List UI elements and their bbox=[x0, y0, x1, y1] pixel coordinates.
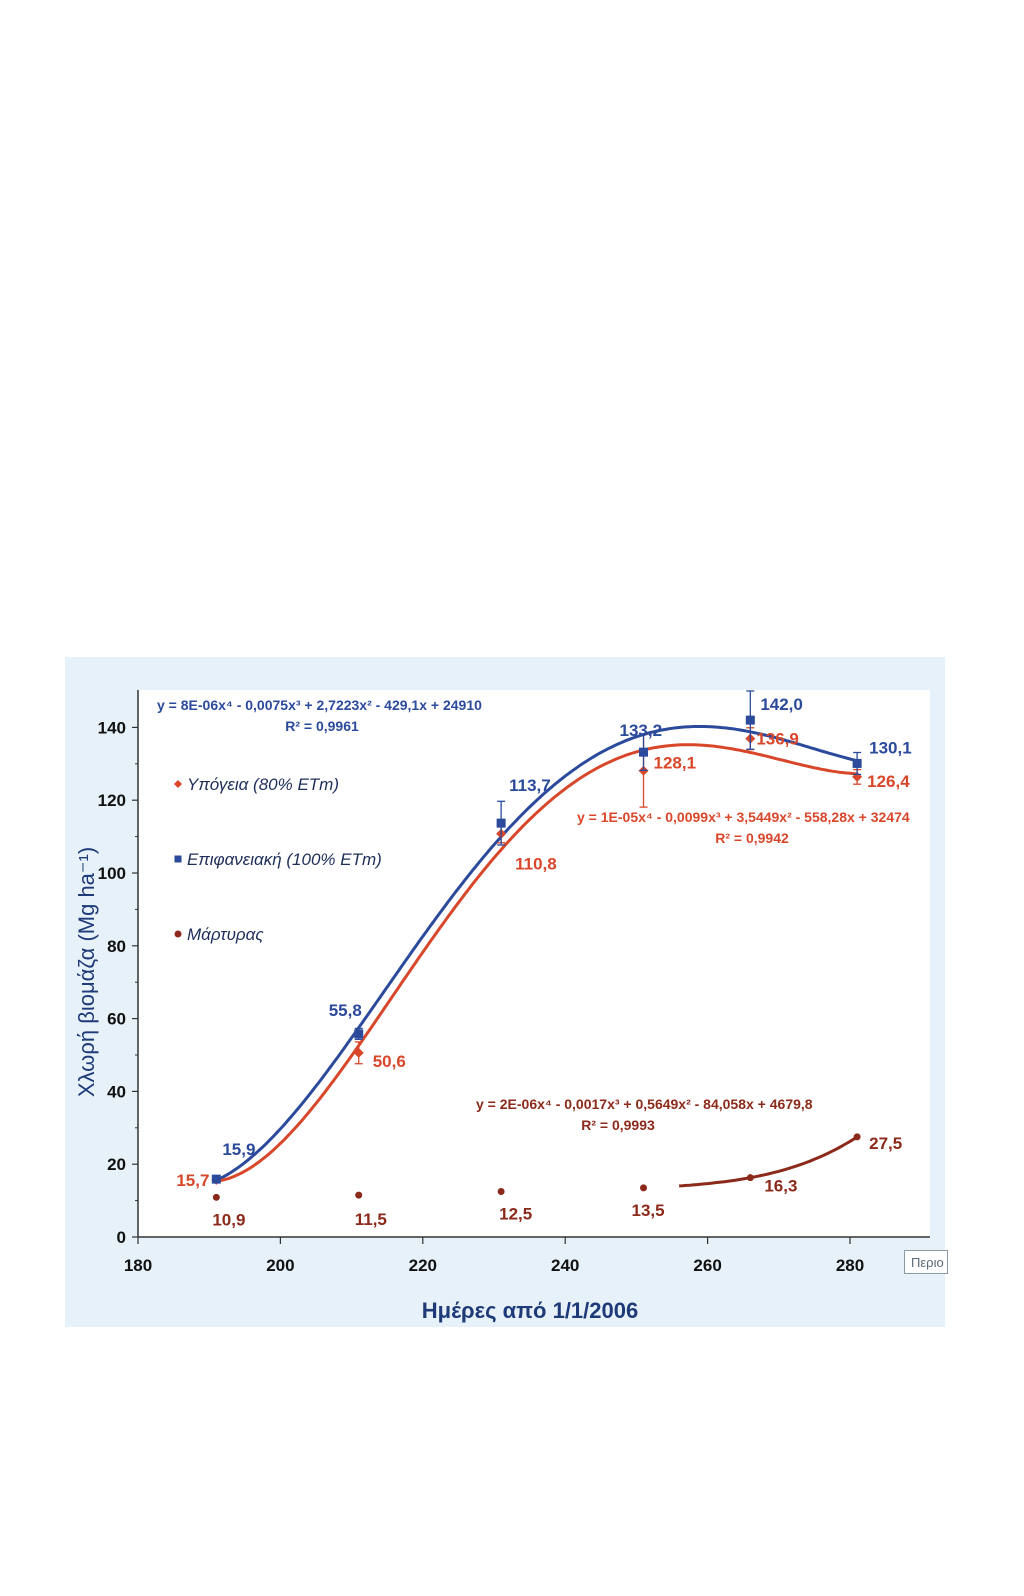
x-tick-label: 200 bbox=[266, 1256, 294, 1275]
y-axis-title: Χλωρή βιομάζα (Mg ha⁻¹) bbox=[74, 847, 99, 1097]
equation-surface: y = 8E-06x⁴ - 0,0075x³ + 2,7223x² - 429,… bbox=[157, 697, 482, 713]
value-label-subsurface: 50,6 bbox=[373, 1052, 406, 1071]
plot-area bbox=[138, 690, 930, 1237]
legend-marker-subsurface bbox=[174, 780, 182, 788]
x-axis-title: Ημέρες από 1/1/2006 bbox=[422, 1298, 638, 1323]
value-label-subsurface: 128,1 bbox=[654, 754, 697, 773]
data-point-control bbox=[497, 1188, 505, 1195]
value-label-subsurface: 126,4 bbox=[867, 772, 910, 791]
data-point-surface bbox=[496, 818, 506, 828]
value-label-surface: 15,9 bbox=[222, 1140, 255, 1159]
value-label-control: 27,5 bbox=[869, 1134, 902, 1153]
value-label-control: 13,5 bbox=[632, 1201, 665, 1220]
data-point-control bbox=[853, 1133, 861, 1141]
data-point-surface bbox=[354, 1029, 364, 1039]
value-label-surface: 142,0 bbox=[760, 695, 803, 714]
equation-subsurface: y = 1E-05x⁴ - 0,0099x³ + 3,5449x² - 558,… bbox=[577, 809, 910, 825]
equation-control: y = 2E-06x⁴ - 0,0017x³ + 0,5649x² - 84,0… bbox=[476, 1096, 813, 1112]
value-label-subsurface: 136,9 bbox=[756, 730, 799, 749]
legend-label: Μάρτυρας bbox=[187, 925, 264, 944]
y-tick-label: 140 bbox=[98, 718, 126, 737]
trend-line-control bbox=[679, 1135, 858, 1188]
corner-tag[interactable]: Περιο bbox=[904, 1250, 948, 1274]
r2-surface: R² = 0,9961 bbox=[285, 718, 359, 734]
x-tick-label: 220 bbox=[409, 1256, 437, 1275]
value-label-control: 10,9 bbox=[212, 1210, 245, 1229]
data-point-surface bbox=[852, 758, 862, 768]
data-point-control bbox=[355, 1191, 363, 1199]
data-point-subsurface bbox=[353, 1047, 364, 1058]
data-point-control bbox=[640, 1184, 648, 1192]
legend-label: Επιφανειακή (100% ETm) bbox=[187, 850, 382, 869]
data-point-surface bbox=[211, 1174, 221, 1184]
y-tick-label: 60 bbox=[107, 1010, 126, 1029]
data-point-control bbox=[746, 1174, 754, 1182]
y-tick-label: 80 bbox=[107, 937, 126, 956]
value-label-subsurface: 110,8 bbox=[515, 855, 557, 874]
y-tick-label: 0 bbox=[117, 1228, 126, 1247]
legend-marker-surface bbox=[174, 855, 182, 863]
x-tick-label: 240 bbox=[551, 1256, 579, 1275]
value-label-surface: 113,7 bbox=[509, 776, 551, 795]
value-label-control: 16,3 bbox=[764, 1177, 797, 1196]
value-label-surface: 55,8 bbox=[329, 1001, 362, 1020]
y-tick-label: 40 bbox=[107, 1082, 126, 1101]
y-tick-label: 100 bbox=[98, 864, 126, 883]
data-point-surface bbox=[745, 715, 755, 725]
value-label-subsurface: 15,7 bbox=[176, 1171, 209, 1190]
data-point-surface bbox=[639, 747, 649, 757]
y-tick-label: 120 bbox=[98, 791, 126, 810]
value-label-surface: 133,2 bbox=[620, 721, 663, 740]
legend-marker-control bbox=[174, 930, 182, 938]
x-tick-label: 280 bbox=[836, 1256, 864, 1275]
x-tick-label: 260 bbox=[693, 1256, 721, 1275]
value-label-control: 11,5 bbox=[355, 1210, 387, 1229]
trend-line-subsurface bbox=[216, 743, 858, 1183]
legend-label: Υπόγεια (80% ETm) bbox=[187, 775, 339, 794]
r2-control: R² = 0,9993 bbox=[581, 1117, 655, 1133]
value-label-control: 12,5 bbox=[499, 1205, 532, 1224]
data-point-control bbox=[212, 1193, 220, 1201]
y-tick-label: 20 bbox=[107, 1155, 126, 1174]
x-tick-label: 180 bbox=[124, 1256, 152, 1275]
value-label-surface: 130,1 bbox=[869, 738, 912, 757]
r2-subsurface: R² = 0,9942 bbox=[715, 830, 789, 846]
